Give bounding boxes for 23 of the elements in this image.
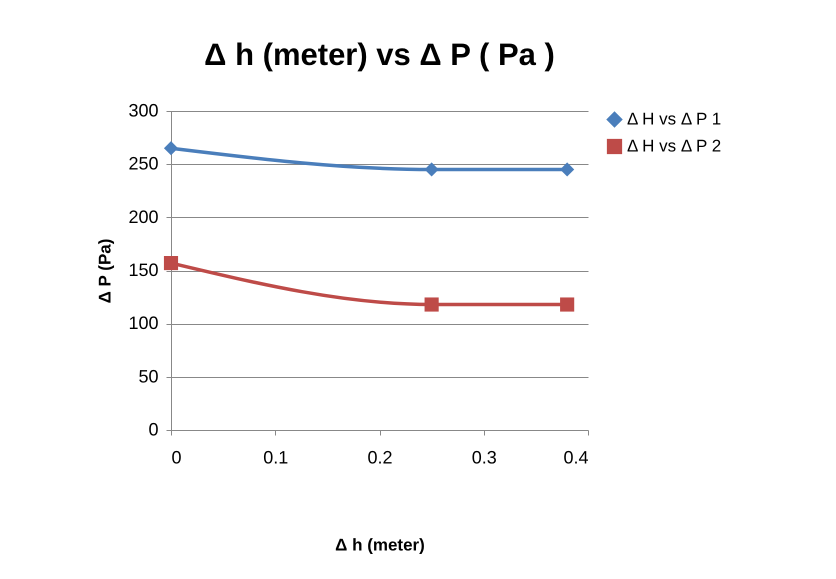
- y-tick-label: 0: [148, 420, 158, 440]
- y-tick-label: 100: [128, 313, 158, 334]
- y-tick-label: 50: [138, 366, 158, 386]
- point: [560, 162, 574, 177]
- x-tick-label: 0.2: [367, 448, 393, 468]
- point: [164, 256, 178, 270]
- y-tick-label: 150: [128, 260, 158, 280]
- point: [424, 297, 439, 312]
- x-tick-label: 0.4: [563, 448, 588, 468]
- point: [560, 297, 574, 312]
- y-tick-label: 200: [128, 206, 158, 227]
- x-tick-label: 0.1: [263, 448, 288, 468]
- x-axis-title: Δ h (meter): [335, 536, 425, 554]
- x-tick-label: 0.3: [472, 448, 497, 468]
- y-axis-title: Δ P (Pa): [95, 238, 114, 304]
- point: [424, 162, 439, 177]
- legend-label: Δ H vs Δ P 2: [627, 136, 722, 156]
- y-tick-label: 250: [128, 154, 158, 174]
- y-tick-label: 300: [128, 100, 158, 120]
- x-tick-label: 0: [172, 448, 182, 468]
- point: [164, 141, 178, 156]
- chart-title: Δ h (meter) vs Δ P ( Pa ): [204, 37, 555, 72]
- legend-label: Δ H vs Δ P 1: [627, 110, 722, 128]
